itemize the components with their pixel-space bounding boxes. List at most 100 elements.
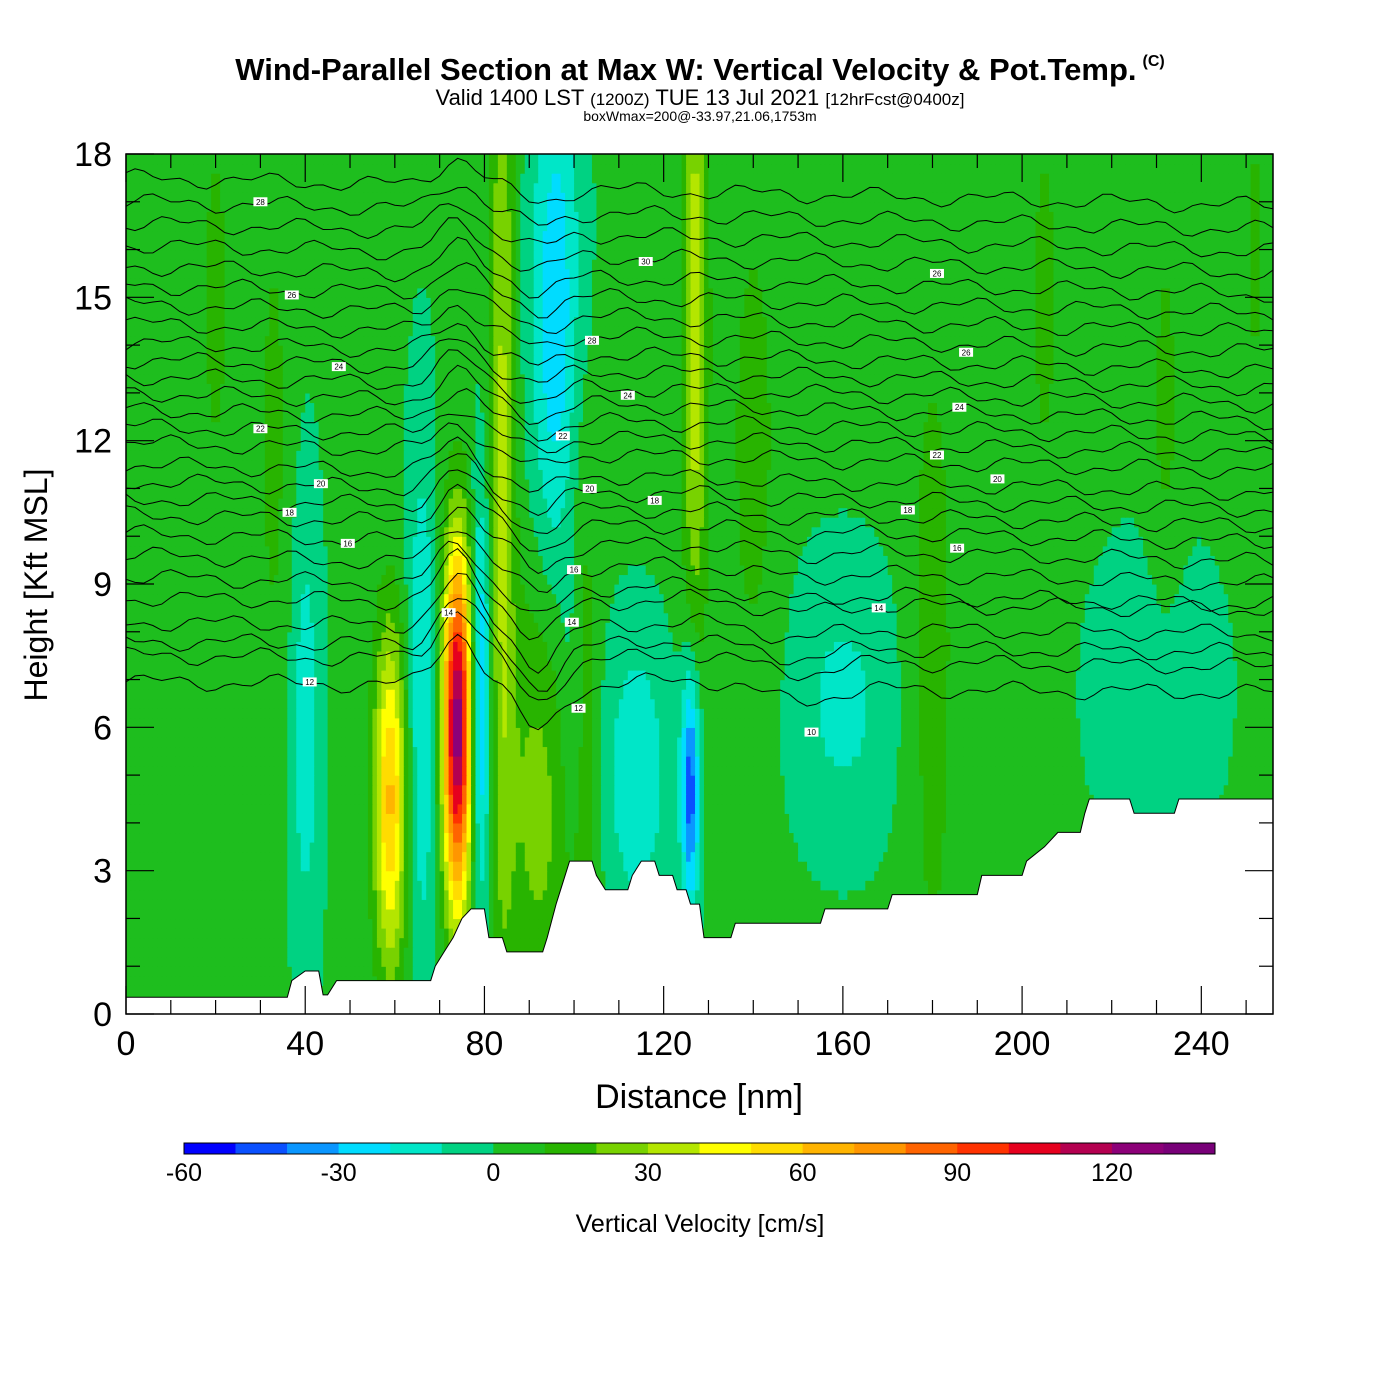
w-cell — [892, 851, 898, 862]
w-cell — [883, 861, 889, 872]
w-cell — [784, 880, 790, 891]
w-cell — [390, 880, 396, 891]
w-cell — [699, 889, 705, 900]
w-cell — [471, 880, 477, 891]
w-cell — [435, 937, 441, 948]
w-cell — [457, 842, 463, 853]
w-cell — [883, 880, 889, 891]
w-cell — [529, 842, 535, 853]
w-cell — [533, 861, 539, 872]
w-cell — [533, 851, 539, 862]
w-cell — [278, 908, 284, 920]
w-cell — [686, 832, 692, 843]
w-cell — [641, 851, 647, 862]
w-cell — [538, 928, 544, 939]
w-cell — [703, 870, 710, 881]
w-cell — [354, 822, 360, 834]
w-cell — [390, 899, 396, 910]
w-cell — [547, 880, 553, 891]
w-cell — [457, 880, 463, 891]
w-cell — [497, 822, 503, 834]
w-cell — [385, 822, 391, 834]
w-cell — [152, 937, 158, 948]
w-cell — [255, 947, 262, 958]
w-cell — [654, 842, 660, 853]
w-cell — [735, 880, 741, 891]
w-cell — [417, 947, 423, 958]
w-cell — [296, 966, 302, 977]
w-cell — [412, 899, 418, 910]
w-cell — [435, 889, 441, 900]
w-cell — [1013, 842, 1019, 853]
w-cell — [717, 928, 723, 939]
w-cell — [336, 966, 342, 977]
w-cell — [972, 851, 978, 862]
w-cell — [358, 937, 365, 948]
w-cell — [255, 889, 262, 900]
w-cell — [878, 861, 884, 872]
w-cell — [233, 956, 239, 967]
w-cell — [497, 851, 503, 862]
w-cell — [314, 861, 320, 872]
w-cell — [497, 918, 503, 929]
w-cell — [139, 880, 145, 891]
w-cell — [197, 870, 203, 881]
w-cell — [350, 889, 356, 900]
w-cell — [538, 822, 544, 834]
w-cell — [453, 880, 459, 891]
w-cell — [188, 832, 194, 843]
w-cell — [152, 822, 158, 834]
w-cell — [484, 870, 490, 881]
w-cell — [170, 889, 176, 900]
w-cell — [148, 918, 154, 929]
w-cell — [457, 832, 463, 843]
w-cell — [560, 851, 566, 862]
w-cell — [999, 842, 1005, 853]
w-cell — [426, 842, 432, 853]
w-cell — [367, 908, 374, 920]
w-cell — [224, 832, 230, 843]
w-cell — [273, 937, 279, 948]
w-cell — [847, 870, 853, 881]
w-cell — [166, 975, 172, 986]
w-cell — [748, 880, 754, 891]
w-cell — [668, 822, 674, 834]
w-cell — [246, 956, 253, 967]
w-cell — [350, 870, 356, 881]
w-cell — [215, 937, 221, 948]
w-cell — [815, 880, 822, 891]
w-cell — [157, 851, 163, 862]
w-cell — [390, 832, 396, 843]
w-cell — [430, 918, 436, 929]
w-cell — [282, 842, 288, 853]
w-cell — [381, 956, 387, 967]
w-cell — [430, 908, 436, 920]
w-cell — [291, 889, 297, 900]
w-cell — [130, 870, 136, 881]
w-cell — [242, 975, 248, 986]
w-cell — [255, 956, 262, 967]
w-cell — [211, 947, 217, 958]
w-cell — [780, 880, 786, 891]
w-cell — [596, 842, 602, 853]
w-cell — [148, 822, 154, 834]
w-cell — [824, 870, 831, 881]
w-cell — [323, 842, 329, 853]
w-cell — [430, 947, 436, 958]
w-cell — [309, 842, 315, 853]
w-cell — [193, 861, 199, 872]
w-cell — [152, 870, 158, 881]
w-cell — [139, 870, 145, 881]
w-cell — [524, 918, 530, 929]
w-cell — [157, 899, 163, 910]
w-cell — [233, 842, 239, 853]
w-cell — [529, 889, 535, 900]
w-cell — [600, 880, 607, 891]
w-cell — [332, 832, 338, 843]
w-cell — [403, 918, 409, 929]
w-cell — [511, 918, 517, 929]
w-cell — [220, 966, 226, 977]
w-cell — [793, 832, 799, 843]
w-cell — [233, 975, 239, 986]
w-cell — [179, 861, 185, 872]
